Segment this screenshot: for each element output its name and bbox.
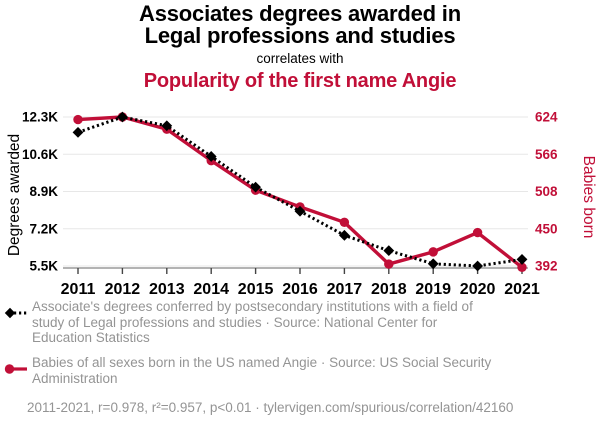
right-axis-title: Babies born (580, 156, 597, 239)
correlates-with-text: correlates with (256, 51, 344, 66)
babies-data-point (517, 262, 527, 272)
babies-line (77, 115, 524, 269)
left-axis-tick-label: 8.9K (29, 184, 58, 199)
x-axis-year-label: 2020 (460, 281, 496, 298)
x-axis-year-label: 2016 (282, 281, 318, 298)
legend-babies-line1: Babies of all sexes born in the US named… (32, 355, 492, 370)
x-axis-year-label: 2021 (504, 281, 540, 298)
x-axis-year-label: 2014 (193, 281, 229, 298)
legend-degrees-line3: Education Statistics (32, 330, 150, 345)
degrees-data-point (117, 111, 128, 123)
x-axis-year-label: 2019 (415, 281, 451, 298)
x-axis-year-label: 2012 (105, 281, 141, 298)
x-axis-year-label: 2011 (61, 281, 96, 298)
x-axis-year-label: 2018 (371, 281, 407, 298)
chart-title-line1: Associates degrees awarded in (139, 1, 461, 26)
degrees-data-point (294, 205, 306, 217)
x-axis-year-label: 2015 (238, 281, 274, 298)
babies-data-point (428, 247, 438, 257)
degrees-data-point (383, 245, 395, 257)
babies-data-point (73, 114, 83, 125)
degrees-data-point (205, 151, 217, 162)
degrees-data-point (516, 254, 528, 265)
chart-subtitle: Popularity of the first name Angie (143, 70, 457, 92)
degrees-data-point (427, 258, 439, 270)
legend-babies: Babies of all sexes born in the US named… (4, 355, 491, 386)
chart-plot: 12.3K 624 10.6K 566 8.9K 508 7.2K 450 5.5K 392 201… (6, 110, 597, 298)
x-axis-year-label: 2013 (149, 281, 185, 298)
legend-degrees-text: Associate's degrees conferred by postsec… (32, 299, 473, 346)
right-axis-tick-label: 566 (535, 147, 558, 162)
legend-degrees-line1: Associate's degrees conferred by postsec… (32, 299, 473, 314)
legend-degrees-line2: study of Legal professions and studies ·… (32, 314, 438, 330)
right-axis-tick-label: 450 (535, 221, 558, 236)
left-axis-title: Degrees awarded (6, 134, 23, 256)
babies-data-point (384, 259, 394, 269)
footer-stats: 2011-2021, r=0.978, r²=0.957, p<0.01 · t… (27, 400, 514, 415)
left-axis-tick-label: 7.2K (29, 221, 58, 236)
degrees-data-point (472, 260, 483, 272)
legend-babies-text: Babies of all sexes born in the US named… (32, 355, 491, 386)
diamond-dotted-line-icon (4, 307, 27, 319)
right-axis-tick-label: 624 (535, 110, 558, 125)
left-axis-tick-label: 12.3K (22, 110, 58, 125)
degrees-data-point (250, 181, 261, 193)
babies-data-point (339, 217, 350, 228)
left-axis-tick-label: 5.5K (29, 259, 58, 274)
x-axis-year-label: 2017 (327, 281, 363, 298)
right-axis-tick-label: 392 (535, 259, 558, 274)
chart-title: Associates degrees awarded in Legal prof… (0, 3, 600, 47)
babies-data-point (472, 227, 483, 238)
legend-babies-line2: Administration (32, 370, 118, 386)
legend-degrees: Associate's degrees conferred by postsec… (4, 299, 473, 346)
degrees-data-point (339, 229, 350, 241)
circle-solid-line-icon (4, 364, 27, 374)
degrees-data-point (72, 126, 84, 138)
chart-title-line2: Legal professions and studies (144, 23, 456, 48)
right-axis-tick-label: 508 (535, 184, 558, 199)
left-axis-tick-label: 10.6K (22, 147, 58, 162)
